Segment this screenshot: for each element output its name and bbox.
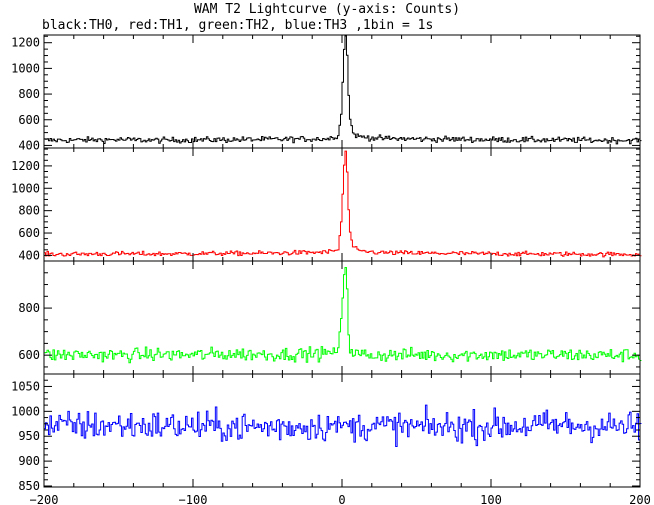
- y-tick-label: 800: [18, 301, 40, 315]
- panel-0: 400 600 800 1000 1200: [11, 34, 642, 152]
- chart-title: WAM T2 Lightcurve (y-axis: Counts): [193, 2, 461, 17]
- x-tick-label: −200: [30, 493, 59, 505]
- y-tick-label: 800: [18, 87, 40, 101]
- y-tick-label: 600: [18, 113, 40, 127]
- y-tick-label: 1050: [11, 379, 40, 393]
- panel-3: 850 900 950 1000 1050 −200 −100 0 100 200: [11, 373, 651, 505]
- y-tick-label: 600: [18, 226, 40, 240]
- y-tick-label: 850: [18, 479, 40, 493]
- series-line-1: [44, 150, 642, 258]
- y-tick-label: 1000: [11, 61, 40, 75]
- series-line-2: [44, 266, 642, 364]
- panel-2: 600 800: [18, 260, 642, 375]
- y-tick-label: 1000: [11, 404, 40, 418]
- y-tick-label: 400: [18, 138, 40, 152]
- x-tick-label: −100: [179, 493, 208, 505]
- y-tick-label: 950: [18, 429, 40, 443]
- panel-frame: [43, 373, 641, 488]
- y-tick-label: 600: [18, 348, 40, 362]
- x-tick-label: 200: [629, 493, 651, 505]
- x-tick-label: 100: [480, 493, 502, 505]
- series-line-3: [44, 404, 642, 448]
- chart-subtitle: black:TH0, red:TH1, green:TH2, blue:TH3 …: [42, 18, 434, 33]
- y-tick-label: 800: [18, 204, 40, 218]
- series-line-0: [44, 35, 642, 145]
- y-tick-label: 1200: [11, 36, 40, 50]
- y-tick-label: 1200: [11, 159, 40, 173]
- x-tick-label: 0: [338, 493, 345, 505]
- y-tick-label: 1000: [11, 181, 40, 195]
- y-tick-label: 900: [18, 454, 40, 468]
- y-tick-label: 400: [18, 248, 40, 262]
- panel-1: 400 600 800 1000 1200: [11, 147, 642, 262]
